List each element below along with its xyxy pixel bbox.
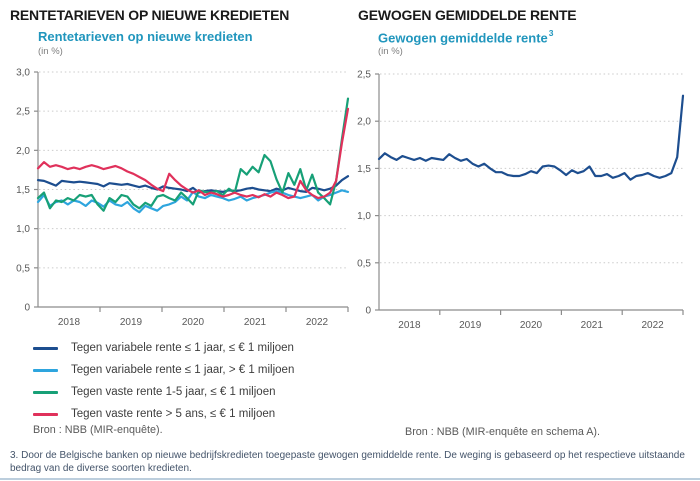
svg-text:0: 0 — [24, 303, 30, 314]
svg-text:1,0: 1,0 — [16, 224, 30, 235]
legend-swatch-navy — [33, 346, 58, 350]
svg-text:2022: 2022 — [306, 317, 329, 328]
svg-text:2022: 2022 — [641, 320, 664, 331]
svg-text:2020: 2020 — [520, 320, 543, 331]
svg-text:1,0: 1,0 — [357, 211, 371, 222]
svg-text:0,5: 0,5 — [357, 258, 371, 269]
left-panel-title: RENTETARIEVEN OP NIEUWE KREDIETEN — [10, 7, 290, 23]
svg-text:2018: 2018 — [398, 320, 421, 331]
svg-text:2,5: 2,5 — [16, 107, 30, 118]
legend-label: Tegen variabele rente ≤ 1 jaar, ≤ € 1 mi… — [71, 342, 294, 354]
footnote-marker: 3 — [548, 28, 554, 38]
left-source: Bron : NBB (MIR-enquête). — [33, 424, 163, 436]
legend-item: Tegen vaste rente 1-5 jaar, ≤ € 1 miljoe… — [33, 381, 294, 403]
svg-text:2,5: 2,5 — [357, 70, 371, 81]
bottom-divider — [0, 478, 700, 480]
legend-item: Tegen variabele rente ≤ 1 jaar, > € 1 mi… — [33, 359, 294, 381]
left-chart-subtitle: Rentetarieven op nieuwe kredieten — [38, 29, 253, 44]
svg-text:2021: 2021 — [244, 317, 267, 328]
right-source: Bron : NBB (MIR-enquête en schema A). — [405, 426, 601, 438]
svg-text:1,5: 1,5 — [357, 164, 371, 175]
right-chart-unit: (in %) — [378, 46, 403, 57]
right-panel-title: GEWOGEN GEMIDDELDE RENTE — [358, 7, 577, 23]
series-gewogen-gemiddelde-rente — [377, 94, 685, 181]
svg-text:2,0: 2,0 — [16, 146, 30, 157]
svg-text:0,5: 0,5 — [16, 263, 30, 274]
svg-text:0: 0 — [365, 306, 371, 317]
right-chart: 2,5 2,0 1,5 1,0 0,5 0 2018 2019 2020 2021 2022 — [357, 70, 685, 331]
series-vaste-rente-1-5jaar-le-1mln — [36, 97, 350, 212]
left-chart-unit: (in %) — [38, 46, 63, 57]
svg-text:2021: 2021 — [581, 320, 604, 331]
legend-swatch-green — [33, 390, 58, 394]
svg-text:2018: 2018 — [58, 317, 81, 328]
legend-label: Tegen variabele rente ≤ 1 jaar, > € 1 mi… — [71, 364, 295, 376]
svg-text:2,0: 2,0 — [357, 117, 371, 128]
left-chart: 3,0 2,5 2,0 1,5 1,0 0,5 0 2018 2019 2020 2021 2022 — [16, 68, 350, 328]
legend-label: Tegen vaste rente > 5 ans, ≤ € 1 miljoen — [71, 408, 276, 420]
right-chart-subtitle-text: Gewogen gemiddelde rente — [378, 30, 548, 46]
legend-label: Tegen vaste rente 1-5 jaar, ≤ € 1 miljoe… — [71, 386, 276, 398]
svg-text:3,0: 3,0 — [16, 68, 30, 79]
svg-text:2020: 2020 — [182, 317, 205, 328]
legend-swatch-red — [33, 412, 58, 416]
series-vaste-rente-gt-5ans-le-1mln — [36, 107, 350, 200]
right-chart-subtitle: Gewogen gemiddelde rente3 — [378, 28, 554, 46]
legend-item: Tegen variabele rente ≤ 1 jaar, ≤ € 1 mi… — [33, 337, 294, 359]
legend-swatch-lightblue — [33, 368, 58, 372]
left-chart-legend: Tegen variabele rente ≤ 1 jaar, ≤ € 1 mi… — [33, 337, 294, 425]
svg-text:2019: 2019 — [120, 317, 143, 328]
svg-text:1,5: 1,5 — [16, 185, 30, 196]
legend-item: Tegen vaste rente > 5 ans, ≤ € 1 miljoen — [33, 403, 294, 425]
footnote: 3. Door de Belgische banken op nieuwe be… — [10, 450, 685, 474]
svg-text:2019: 2019 — [459, 320, 482, 331]
